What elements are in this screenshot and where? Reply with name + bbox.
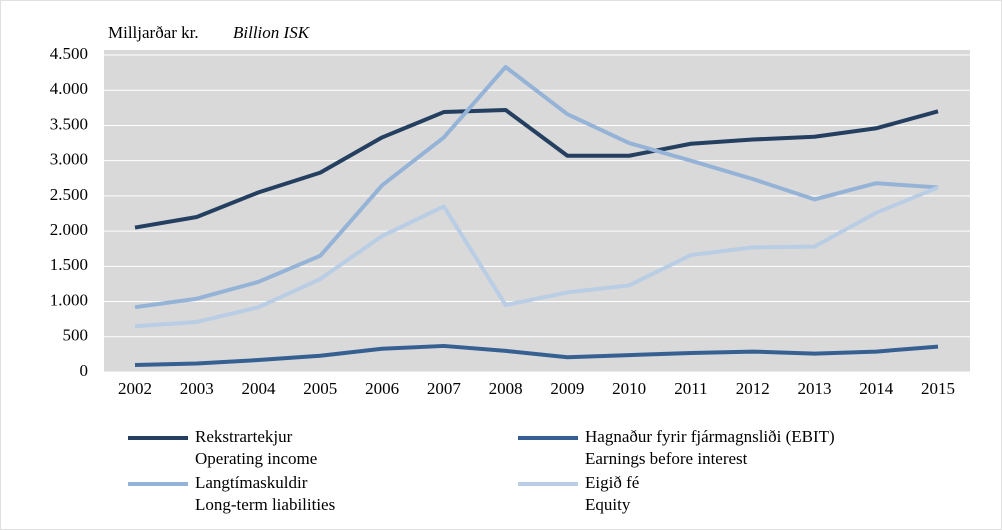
x-tick-label: 2014 xyxy=(859,379,894,398)
y-tick-label: 2.500 xyxy=(50,185,88,204)
legend-label-en: Operating income xyxy=(195,449,317,468)
x-tick-label: 2007 xyxy=(427,379,462,398)
x-tick-label: 2011 xyxy=(674,379,707,398)
series-line xyxy=(134,64,939,310)
plot-area xyxy=(104,50,970,372)
legend-label: Hagnaður fyrir fjármagnsliði (EBIT) xyxy=(585,427,835,446)
legend-label: Eigið fé xyxy=(585,473,639,492)
y-tick-label: 1.000 xyxy=(50,290,88,309)
series-line xyxy=(134,107,939,230)
y-axis-label: Milljarðar kr. xyxy=(108,23,199,42)
legend-label-en: Long-term liabilities xyxy=(195,495,335,514)
x-tick-label: 2015 xyxy=(921,379,955,398)
series-line xyxy=(134,185,939,329)
x-tick-label: 2009 xyxy=(550,379,584,398)
x-tick-label: 2006 xyxy=(365,379,399,398)
y-tick-label: 500 xyxy=(63,326,89,345)
x-tick-label: 2008 xyxy=(489,379,523,398)
legend-label: Langtímaskuldir xyxy=(195,473,308,492)
legend-label-en: Equity xyxy=(585,495,631,514)
y-tick-label: 4.000 xyxy=(50,79,88,98)
x-tick-label: 2004 xyxy=(242,379,277,398)
x-tick-label: 2003 xyxy=(180,379,214,398)
y-axis-label-en: Billion ISK xyxy=(233,23,311,42)
x-tick-label: 2012 xyxy=(736,379,770,398)
x-tick-label: 2013 xyxy=(797,379,831,398)
legend-label-en: Earnings before interest xyxy=(585,449,748,468)
y-tick-label: 4.500 xyxy=(50,44,88,63)
y-tick-label: 1.500 xyxy=(50,255,88,274)
y-tick-label: 2.000 xyxy=(50,220,88,239)
x-tick-label: 2010 xyxy=(612,379,646,398)
legend-label: Rekstrartekjur xyxy=(195,427,293,446)
y-tick-label: 0 xyxy=(80,361,89,380)
y-tick-label: 3.500 xyxy=(50,114,88,133)
series-line xyxy=(134,343,939,367)
y-tick-label: 3.000 xyxy=(50,150,88,169)
x-tick-label: 2002 xyxy=(118,379,152,398)
x-tick-label: 2005 xyxy=(303,379,337,398)
